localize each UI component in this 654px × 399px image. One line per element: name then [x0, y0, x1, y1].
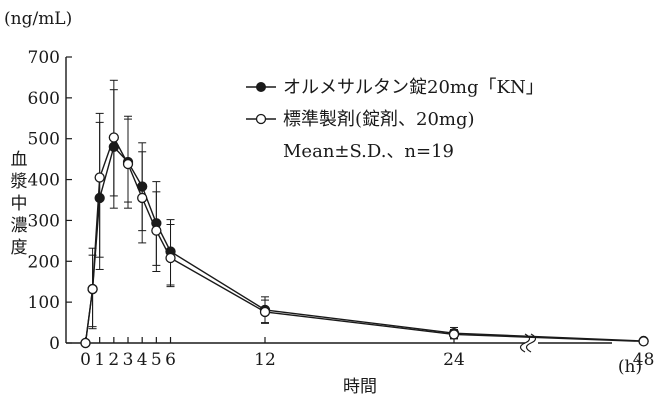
series-line [84, 145, 644, 344]
x-tick-label: 5 [151, 350, 162, 370]
data-point [259, 306, 271, 318]
data-point [151, 225, 162, 236]
x-tick-label: 2 [108, 350, 119, 370]
y-axis-title-char: 中 [11, 194, 28, 214]
x-tick-label: 24 [443, 350, 465, 370]
legend-marker-series-2 [255, 113, 267, 125]
legend-marker-series-1 [256, 82, 266, 92]
x-tick-label: 1 [94, 350, 105, 370]
data-point [108, 132, 119, 143]
data-point [137, 192, 148, 204]
x-tick-label: 4 [137, 350, 148, 370]
y-axis-title-char: 漿 [11, 172, 28, 192]
y-axis-title-char: 濃 [11, 216, 28, 236]
data-point [80, 337, 91, 349]
y-tick-label: 200 [28, 252, 60, 272]
y-tick-label: 700 [28, 48, 60, 68]
y-axis-unit-label: (ng/mL) [4, 9, 72, 29]
plot-area [80, 79, 649, 349]
y-tick-label: 0 [49, 334, 60, 354]
y-tick-label: 600 [28, 89, 60, 109]
y-axis-title-char: 度 [11, 238, 28, 258]
series-line [84, 135, 644, 344]
series-2 [80, 79, 649, 349]
legend-label-series-1: オルメサルタン錠20mg「KN」 [283, 77, 544, 98]
y-axis-title-char: 血 [11, 150, 28, 170]
x-tick-label: 12 [254, 350, 276, 370]
y-tick-label: 300 [28, 211, 60, 231]
legend-label-series-2: 標準製剤(錠剤、20mg) [283, 109, 475, 130]
y-tick-label: 500 [28, 130, 60, 150]
y-axis: 0 100 200 300 400 500 600 700 [28, 48, 72, 354]
data-point [94, 172, 105, 183]
y-tick-label: 400 [28, 171, 60, 191]
x-tick-label: 0 [80, 350, 91, 370]
x-tick-label: 48 [633, 350, 654, 370]
legend: オルメサルタン錠20mg「KN」 標準製剤(錠剤、20mg) Mean±S.D.… [246, 77, 544, 162]
data-point [122, 158, 134, 170]
x-tick-label: 3 [123, 350, 134, 370]
data-point [448, 329, 460, 340]
data-point [638, 336, 649, 347]
x-axis: 0 1 2 3 4 5 6 12 24 48 [66, 333, 654, 370]
legend-note: Mean±S.D.、n=19 [283, 141, 454, 162]
x-tick-label: 6 [165, 350, 176, 370]
x-axis-unit-label: (h) [618, 357, 642, 377]
data-point [165, 252, 176, 264]
data-point [87, 283, 98, 295]
y-tick-label: 100 [28, 293, 60, 313]
x-axis-title: 時間 [343, 377, 377, 397]
